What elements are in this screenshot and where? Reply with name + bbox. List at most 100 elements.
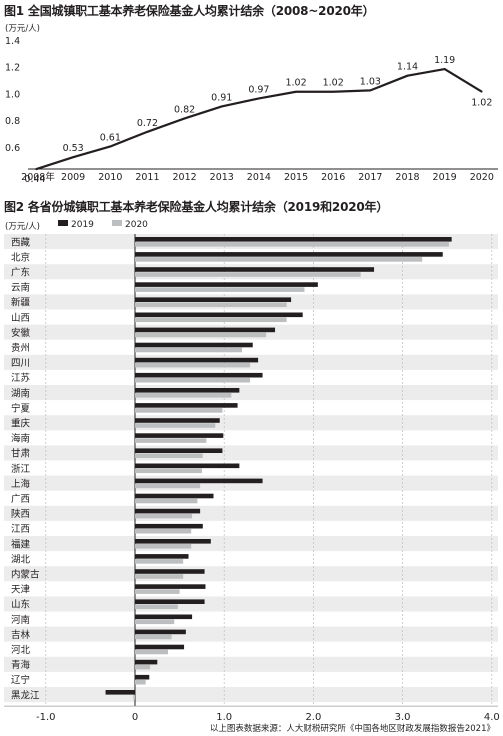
data-label: 0.72 xyxy=(137,118,158,129)
data-point xyxy=(109,145,112,148)
data-label: 0.91 xyxy=(211,92,232,103)
bar-2020 xyxy=(135,453,203,458)
bar-2020 xyxy=(135,513,193,519)
bar-2019 xyxy=(135,569,205,574)
bar-2019 xyxy=(135,448,223,453)
row-band xyxy=(4,445,498,461)
data-label: 0.44 xyxy=(24,174,45,185)
bar-2019 xyxy=(135,388,240,393)
legend-label-2020: 2020 xyxy=(125,220,148,230)
bar-2019 xyxy=(135,554,189,559)
data-point xyxy=(295,90,297,93)
category-label: 上海 xyxy=(11,478,31,490)
data-label: 0.97 xyxy=(248,84,269,95)
data-label: 0.53 xyxy=(63,143,84,154)
category-label: 北京 xyxy=(11,251,30,263)
bar-2020 xyxy=(135,393,232,398)
chart2-x-unit: (万元/人) xyxy=(5,222,40,232)
category-label: 福建 xyxy=(11,538,31,550)
x-tick-label: 3.0 xyxy=(395,712,411,723)
bar-2020 xyxy=(135,574,184,579)
data-point xyxy=(35,168,37,170)
x-tick-label: 2013 xyxy=(210,172,234,183)
category-label: 河北 xyxy=(11,644,31,656)
bar-2020 xyxy=(135,362,251,368)
bar-2019 xyxy=(135,659,158,665)
bar-2019 xyxy=(135,403,238,408)
bar-2019 xyxy=(135,297,292,302)
legend-swatch-2020 xyxy=(112,220,122,226)
bar-2019 xyxy=(135,282,318,287)
chart2-title: 图2 各省份城镇职工基本养老保险基金人均累计结余（2019和2020年） xyxy=(4,200,389,214)
row-band xyxy=(4,596,498,612)
bar-2019 xyxy=(135,267,375,272)
category-label: 宁夏 xyxy=(11,402,31,414)
category-label: 四川 xyxy=(11,358,30,369)
x-tick-label: 2008年 xyxy=(21,171,55,183)
legend-item-2019: 2019 xyxy=(58,220,94,230)
bar-2019 xyxy=(135,599,205,604)
category-label: 湖北 xyxy=(11,554,31,565)
y-tick-label: 1.0 xyxy=(5,89,20,100)
bar-2019 xyxy=(135,372,263,378)
bar-2020 xyxy=(135,498,198,504)
row-band xyxy=(4,656,498,672)
x-tick-label: 2.0 xyxy=(305,712,321,723)
bar-2019 xyxy=(105,690,135,695)
bar-2019 xyxy=(135,478,263,484)
bar-2020 xyxy=(135,634,172,640)
bar-2019 xyxy=(135,418,220,423)
y-tick-label: 0.6 xyxy=(5,143,20,154)
bar-2020 xyxy=(135,559,184,564)
data-point xyxy=(258,97,260,100)
data-label: 0.82 xyxy=(174,104,195,115)
bar-2019 xyxy=(135,357,259,363)
bar-2019 xyxy=(135,252,443,257)
category-label: 浙江 xyxy=(11,463,31,475)
bar-2020 xyxy=(135,257,423,262)
data-label: 1.03 xyxy=(360,76,381,87)
category-label: 天津 xyxy=(11,585,31,596)
data-point xyxy=(332,90,335,93)
bar-2019 xyxy=(135,327,276,333)
category-label: 黑龙江 xyxy=(11,689,40,701)
category-label: 陕西 xyxy=(11,508,30,520)
bar-2020 xyxy=(135,408,223,413)
x-tick-label: 2019 xyxy=(433,172,457,183)
bar-2020 xyxy=(133,695,135,700)
category-label: 贵州 xyxy=(11,342,30,354)
bar-2020 xyxy=(135,664,151,670)
x-tick-label: 2015 xyxy=(284,172,308,183)
row-band xyxy=(4,687,498,703)
data-point xyxy=(406,74,409,77)
y-tick-label: 1.4 xyxy=(5,36,20,47)
category-label: 辽宁 xyxy=(11,674,30,686)
data-label: 1.02 xyxy=(323,78,344,89)
bar-2019 xyxy=(135,508,201,514)
bar-2020 xyxy=(135,544,192,549)
bar-2019 xyxy=(135,463,240,469)
row-band xyxy=(4,626,498,642)
y-tick-label: 0.8 xyxy=(5,116,20,127)
bar-2019 xyxy=(135,493,214,499)
bar-2019 xyxy=(135,629,186,635)
category-label: 青海 xyxy=(11,659,31,671)
bar-2020 xyxy=(135,649,169,655)
x-tick-label: 2017 xyxy=(358,172,382,183)
data-point xyxy=(220,105,223,108)
bar-2020 xyxy=(135,317,287,323)
x-tick-label: 2016 xyxy=(321,172,345,183)
x-tick-label: 2009 xyxy=(61,172,85,183)
category-label: 吉林 xyxy=(11,629,31,641)
bar-2020 xyxy=(135,423,216,428)
bar-2019 xyxy=(135,614,193,620)
data-point xyxy=(481,90,483,93)
x-tick-label: 2011 xyxy=(135,172,159,183)
category-label: 重庆 xyxy=(11,418,31,430)
category-label: 安徽 xyxy=(11,327,31,339)
category-label: 江苏 xyxy=(11,372,31,384)
bar-2019 xyxy=(135,644,185,650)
x-tick-label: 2010 xyxy=(98,172,122,183)
bar-2019 xyxy=(135,237,452,242)
